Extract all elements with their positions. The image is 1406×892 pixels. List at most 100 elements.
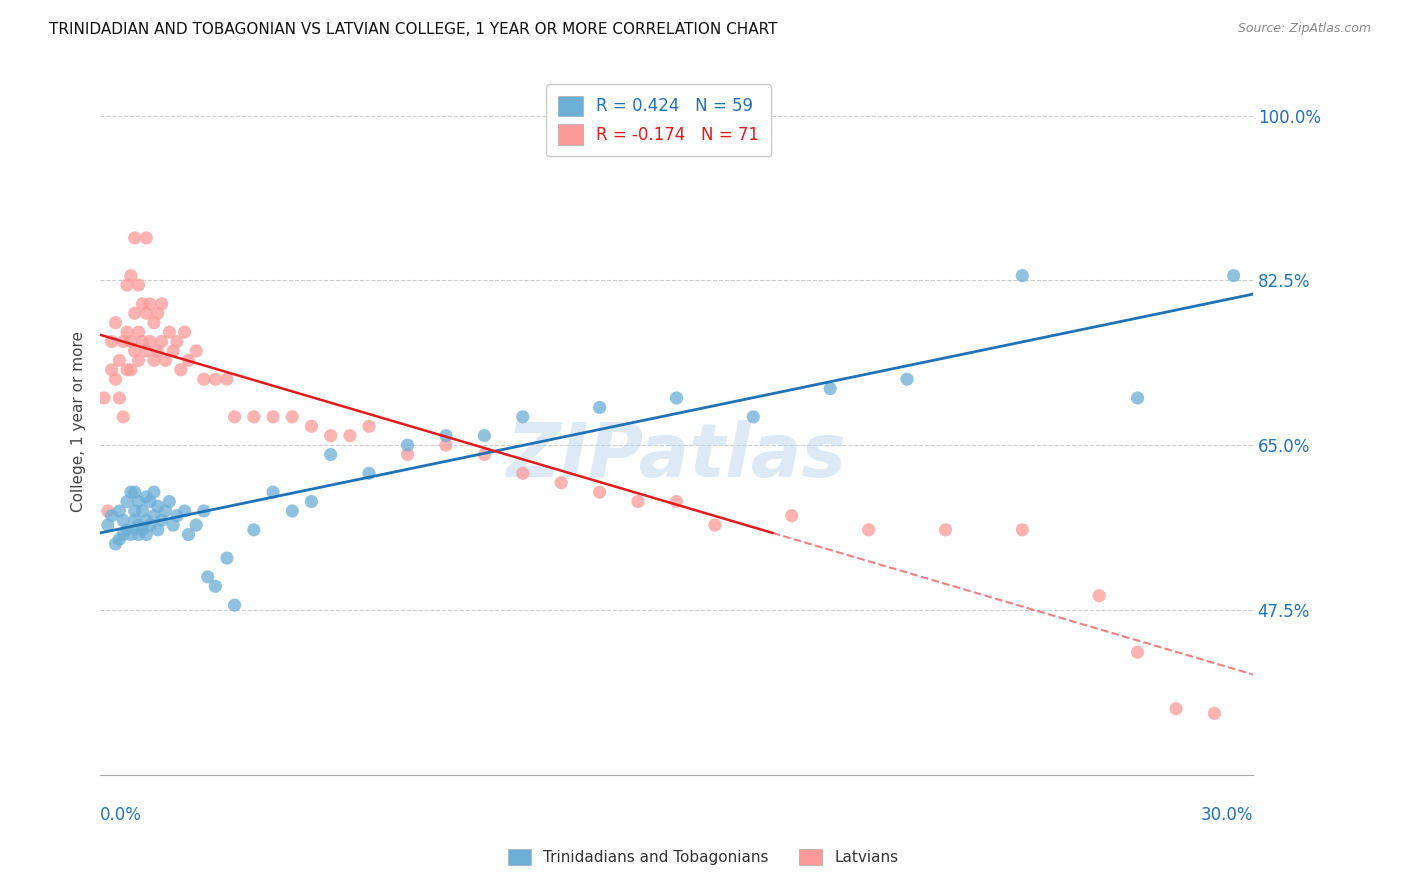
Point <box>155 353 177 368</box>
Point <box>1222 268 1244 283</box>
Point <box>162 518 184 533</box>
Point <box>128 325 150 339</box>
Point <box>665 391 688 405</box>
Point <box>128 278 150 293</box>
Point <box>177 527 200 541</box>
Point <box>243 523 266 537</box>
Point <box>301 419 323 434</box>
Point <box>124 306 146 320</box>
Point <box>120 527 142 541</box>
Point <box>142 353 165 368</box>
Text: Source: ZipAtlas.com: Source: ZipAtlas.com <box>1237 22 1371 36</box>
Point <box>142 508 165 523</box>
Point <box>108 504 131 518</box>
Point <box>128 353 150 368</box>
Point <box>112 334 135 349</box>
Point <box>115 363 138 377</box>
Point <box>262 485 284 500</box>
Point <box>104 372 127 386</box>
Point <box>301 494 323 508</box>
Point <box>434 438 457 452</box>
Point <box>139 518 162 533</box>
Point <box>1126 645 1149 659</box>
Point <box>512 409 534 424</box>
Legend: R = 0.424   N = 59, R = -0.174   N = 71: R = 0.424 N = 59, R = -0.174 N = 71 <box>547 84 770 156</box>
Text: 30.0%: 30.0% <box>1201 806 1253 824</box>
Point <box>1126 391 1149 405</box>
Point <box>128 494 150 508</box>
Point <box>157 325 180 339</box>
Point <box>157 494 180 508</box>
Point <box>166 334 188 349</box>
Point <box>115 278 138 293</box>
Legend: Trinidadians and Tobagonians, Latvians: Trinidadians and Tobagonians, Latvians <box>502 843 904 871</box>
Point <box>818 382 841 396</box>
Point <box>131 334 153 349</box>
Point <box>135 231 157 245</box>
Point <box>319 428 342 442</box>
Point <box>204 579 226 593</box>
Point <box>193 504 215 518</box>
Point <box>146 343 169 358</box>
Point <box>115 494 138 508</box>
Point <box>97 504 120 518</box>
Point <box>142 485 165 500</box>
Point <box>100 508 122 523</box>
Point <box>124 513 146 527</box>
Point <box>627 494 650 508</box>
Point <box>665 494 688 508</box>
Point <box>396 448 419 462</box>
Point <box>173 504 195 518</box>
Point <box>166 508 188 523</box>
Point <box>177 353 200 368</box>
Point <box>97 518 120 533</box>
Point <box>186 518 208 533</box>
Point <box>146 523 169 537</box>
Point <box>215 372 238 386</box>
Point <box>197 570 219 584</box>
Point <box>162 343 184 358</box>
Point <box>1204 706 1226 721</box>
Point <box>1164 701 1187 715</box>
Point <box>339 428 361 442</box>
Point <box>131 523 153 537</box>
Point <box>146 306 169 320</box>
Point <box>120 485 142 500</box>
Text: TRINIDADIAN AND TOBAGONIAN VS LATVIAN COLLEGE, 1 YEAR OR MORE CORRELATION CHART: TRINIDADIAN AND TOBAGONIAN VS LATVIAN CO… <box>49 22 778 37</box>
Text: 0.0%: 0.0% <box>100 806 142 824</box>
Point <box>155 504 177 518</box>
Point <box>124 504 146 518</box>
Point <box>124 231 146 245</box>
Point <box>359 419 381 434</box>
Point <box>120 268 142 283</box>
Point <box>146 500 169 514</box>
Point <box>170 363 193 377</box>
Point <box>588 401 610 415</box>
Point <box>115 325 138 339</box>
Point <box>135 490 157 504</box>
Point <box>262 409 284 424</box>
Point <box>135 527 157 541</box>
Point <box>281 409 304 424</box>
Point <box>243 409 266 424</box>
Point <box>108 533 131 547</box>
Point <box>396 438 419 452</box>
Point <box>108 353 131 368</box>
Point <box>135 343 157 358</box>
Point <box>1011 523 1033 537</box>
Point <box>472 428 495 442</box>
Point <box>896 372 918 386</box>
Point <box>135 306 157 320</box>
Point <box>224 598 246 612</box>
Point <box>150 513 173 527</box>
Y-axis label: College, 1 year or more: College, 1 year or more <box>72 331 86 512</box>
Point <box>135 513 157 527</box>
Point <box>434 428 457 442</box>
Point <box>120 334 142 349</box>
Point <box>204 372 226 386</box>
Point <box>1011 268 1033 283</box>
Point <box>128 518 150 533</box>
Point <box>588 485 610 500</box>
Point <box>703 518 725 533</box>
Point <box>104 316 127 330</box>
